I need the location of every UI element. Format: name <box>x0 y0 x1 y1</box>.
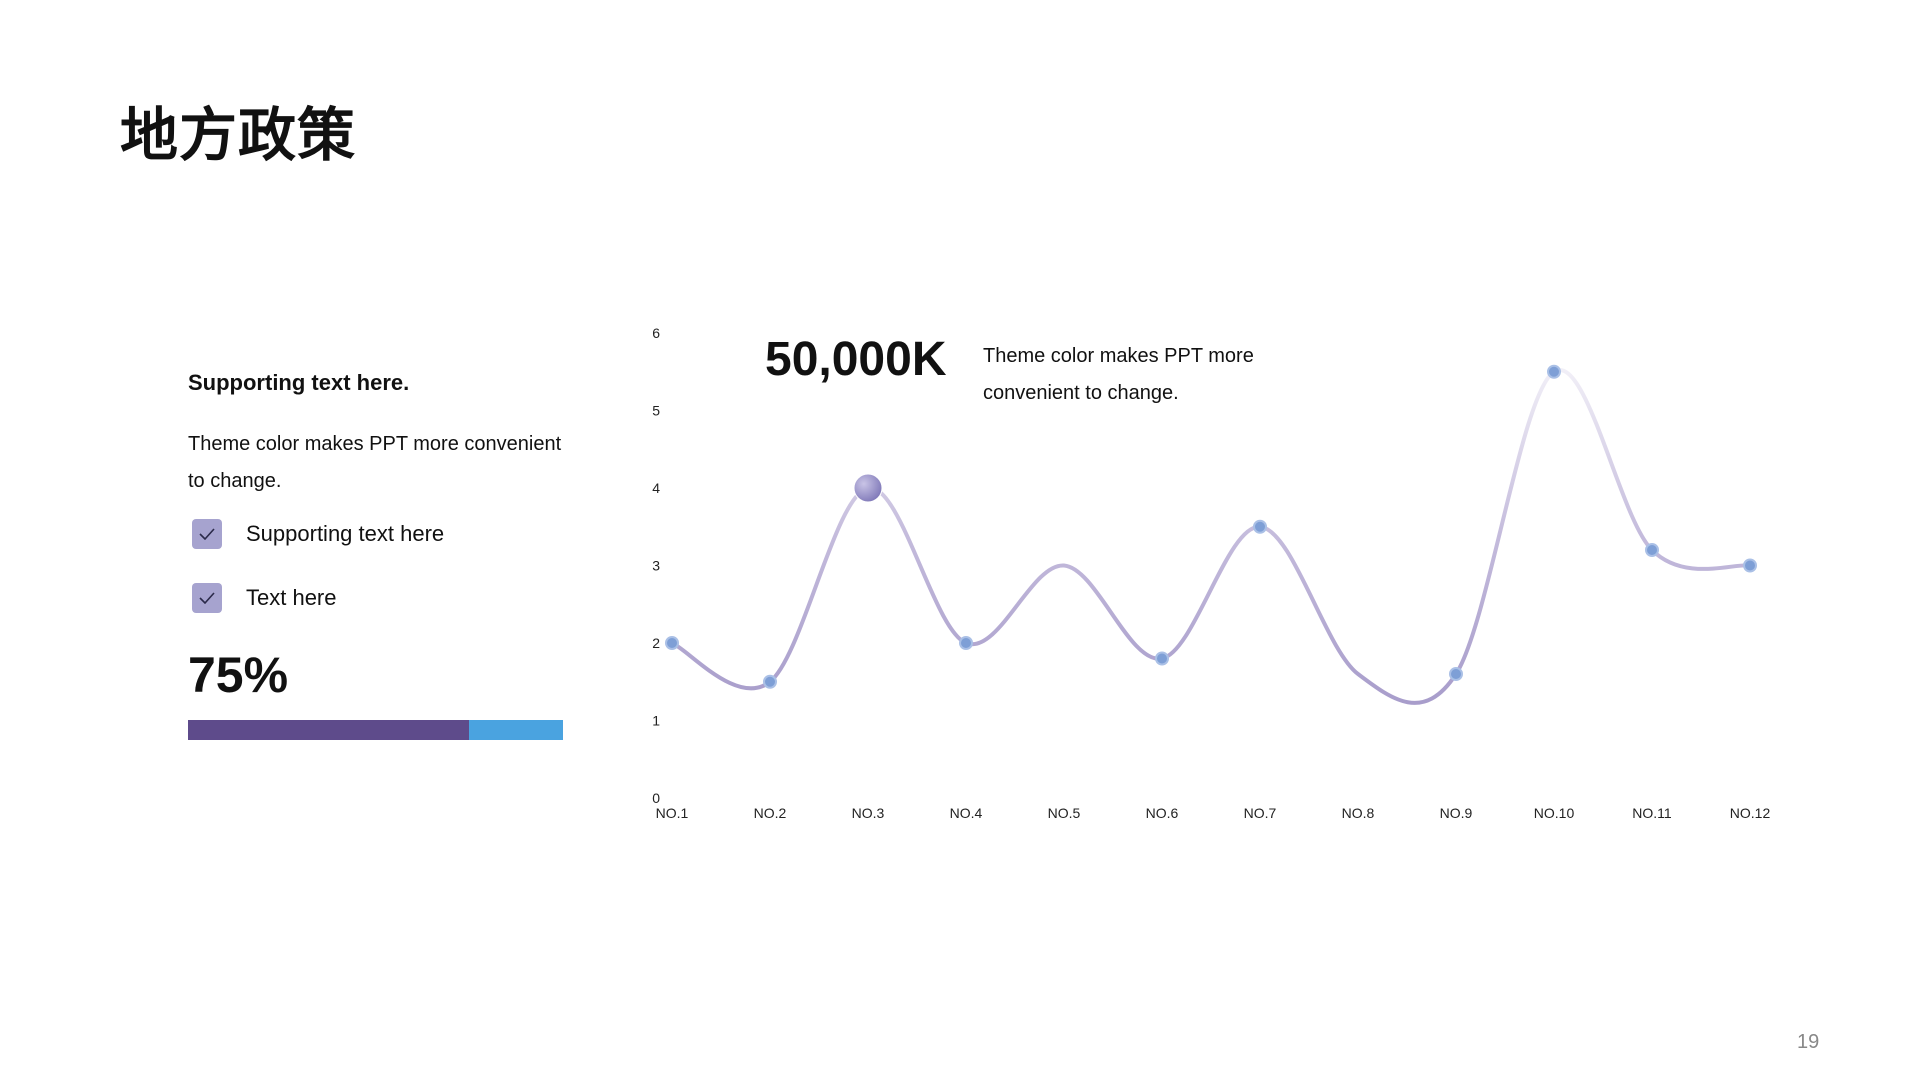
checklist-item-2: Text here <box>188 582 588 614</box>
data-point <box>1449 667 1463 681</box>
x-tick-label: NO.3 <box>852 805 885 821</box>
left-panel: Supporting text here. Theme color makes … <box>188 370 588 740</box>
data-point <box>1155 651 1169 666</box>
slide-title: 地方政策 <box>120 101 357 169</box>
data-point <box>1253 519 1267 534</box>
progress-bar <box>188 720 563 740</box>
stat-value: 50,000K <box>765 333 947 386</box>
checklist-item-1: Supporting text here <box>188 518 588 550</box>
stat-description: Theme color makes PPT more convenient to… <box>983 345 1254 404</box>
x-tick-label: NO.10 <box>1534 805 1575 821</box>
x-tick-label: NO.7 <box>1244 805 1277 821</box>
data-point <box>959 636 973 650</box>
percent-value: 75% <box>188 647 289 703</box>
x-tick-label: NO.5 <box>1048 805 1081 821</box>
y-tick-label: 6 <box>652 325 660 341</box>
x-tick-label: NO.1 <box>656 805 689 821</box>
support-body: Theme color makes PPT more convenient to… <box>188 433 562 492</box>
support-heading: Supporting text here. <box>188 370 410 395</box>
check-icon <box>192 583 222 613</box>
check-icon <box>192 519 222 549</box>
y-tick-label: 5 <box>652 403 660 419</box>
checklist-label: Supporting text here <box>246 521 445 546</box>
page-number: 19 <box>1797 1031 1820 1053</box>
data-point <box>1743 558 1757 573</box>
checklist-label: Text here <box>246 585 337 610</box>
progress-fill <box>188 720 470 740</box>
y-tick-label: 4 <box>652 480 660 496</box>
x-tick-label: NO.4 <box>950 805 983 821</box>
highlight-point <box>853 473 883 503</box>
x-tick-label: NO.11 <box>1632 805 1672 821</box>
x-tick-label: NO.2 <box>754 805 787 821</box>
y-tick-label: 0 <box>652 790 660 806</box>
series-line <box>670 368 1752 705</box>
data-point <box>1645 543 1659 557</box>
x-tick-label: NO.6 <box>1146 805 1179 821</box>
x-tick-label: NO.9 <box>1440 805 1473 821</box>
data-point <box>763 674 777 689</box>
x-tick-label: NO.8 <box>1342 805 1375 821</box>
y-tick-label: 2 <box>652 635 660 651</box>
data-point <box>665 636 679 650</box>
x-tick-label: NO.12 <box>1730 805 1771 821</box>
data-point <box>1547 364 1561 379</box>
y-tick-label: 1 <box>652 713 660 729</box>
y-tick-label: 3 <box>652 558 660 574</box>
